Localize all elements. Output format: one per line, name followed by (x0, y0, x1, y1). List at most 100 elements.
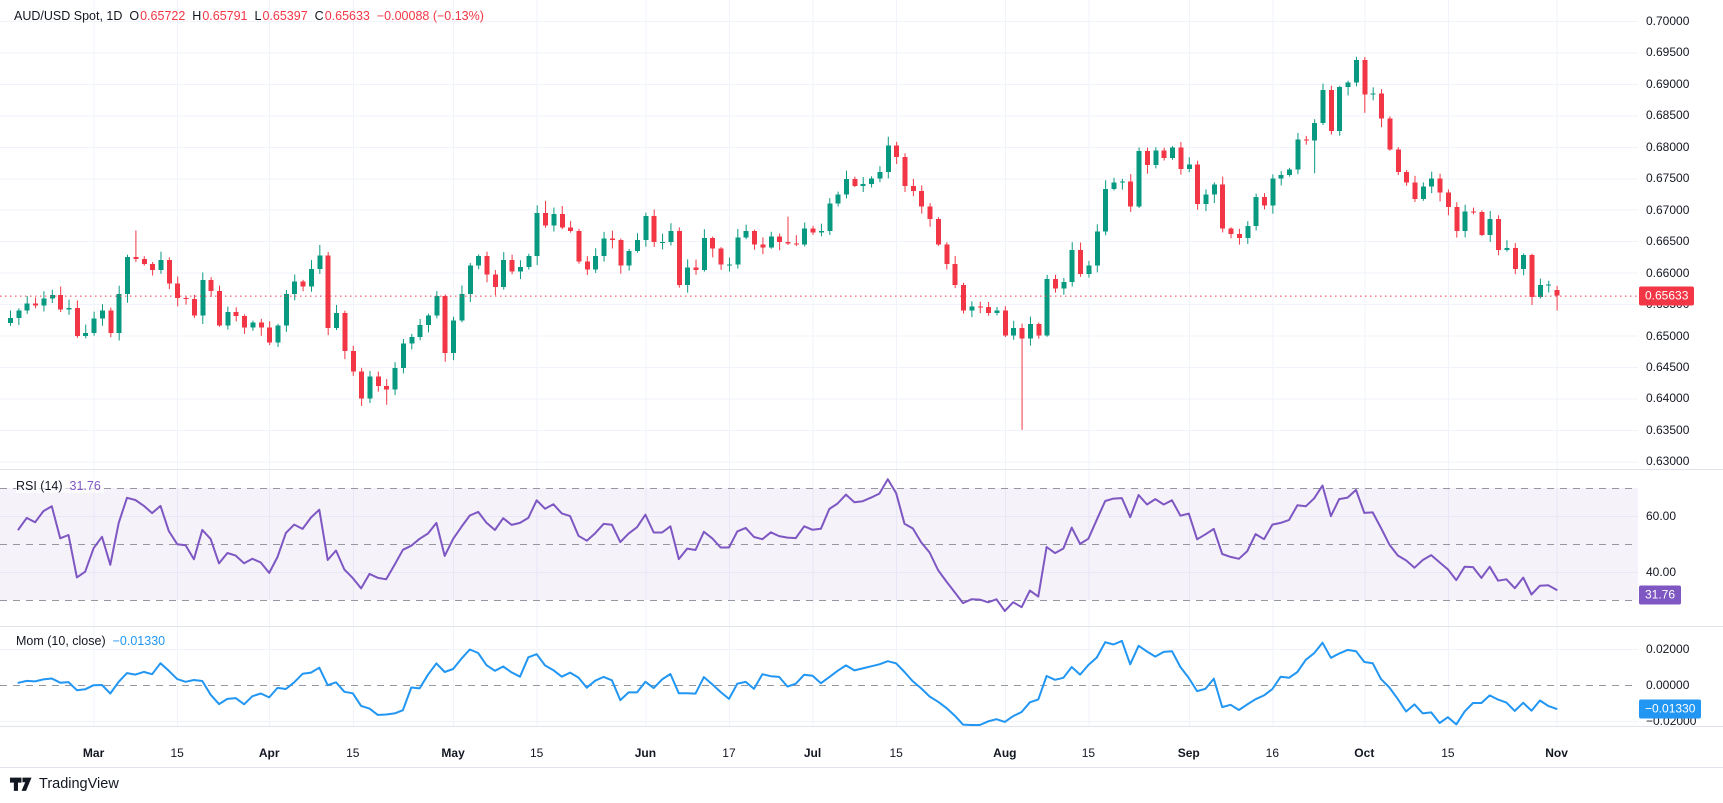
time-axis-label[interactable]: 15 (170, 746, 184, 760)
time-axis-label[interactable]: May (441, 746, 465, 760)
candle-body (83, 332, 89, 337)
candle-body (1027, 324, 1033, 339)
pane-separator[interactable] (0, 469, 1723, 470)
candle-body (150, 263, 156, 271)
candle-body (434, 295, 440, 316)
symbol-legend[interactable]: AUD/USD Spot, 1D O 0.65722 H 0.65791 L 0.65… (14, 9, 484, 23)
candle-body (200, 280, 206, 316)
candle-body (91, 318, 97, 333)
time-axis-label[interactable]: 15 (1441, 746, 1455, 760)
candle-body (534, 212, 540, 257)
candle-body (1153, 150, 1159, 166)
time-axis-label[interactable]: Jun (634, 746, 657, 760)
candle-body (492, 274, 498, 288)
candle-body (626, 251, 632, 266)
candle-body (526, 256, 532, 267)
momentum-axis-label: 0.00000 (1646, 678, 1690, 692)
time-axis-label[interactable]: Jul (803, 746, 822, 760)
candle-body (818, 231, 824, 233)
candle-body (660, 241, 666, 243)
candle-body (609, 238, 615, 240)
candle-body (1546, 284, 1552, 286)
momentum-axis-label: 0.02000 (1646, 642, 1690, 656)
candle-body (977, 306, 983, 308)
change-value: −0.00088 (−0.13%) (376, 9, 484, 23)
candle-body (919, 190, 925, 207)
candle-body (935, 219, 941, 245)
momentum-line (17, 639, 1558, 726)
price-axis-label: 0.63500 (1646, 422, 1690, 437)
candle-body (400, 343, 406, 369)
candle-body (317, 255, 323, 269)
momentum-pane[interactable] (0, 626, 1638, 726)
candle-body (869, 178, 875, 184)
candle-body (885, 145, 891, 172)
momentum-legend[interactable]: Mom (10, close) −0.01330 (16, 634, 165, 648)
candle-body (1044, 278, 1050, 336)
candle-body (342, 312, 348, 352)
candle-body (1119, 181, 1125, 183)
candle-body (810, 228, 816, 233)
candle-body (802, 228, 808, 245)
time-axis-label[interactable]: Sep (1177, 746, 1200, 760)
candle-body (1061, 282, 1067, 289)
price-axis-label: 0.66000 (1646, 265, 1690, 280)
price-axis-label: 0.67500 (1646, 171, 1690, 186)
candle-body (517, 266, 523, 272)
candle-body (325, 255, 331, 328)
price-axis-label: 0.67000 (1646, 202, 1690, 217)
time-axis-label[interactable]: 15 (346, 746, 360, 760)
tradingview-logo-text: TradingView (39, 776, 119, 792)
time-axis-label[interactable]: Apr (258, 746, 280, 760)
time-axis-label[interactable]: 17 (722, 746, 736, 760)
candle-body (509, 260, 515, 272)
candle-body (1094, 231, 1100, 266)
candle-body (1253, 197, 1259, 227)
time-axis-label[interactable]: 15 (889, 746, 903, 760)
candle-body (384, 385, 390, 390)
tradingview-logo-icon (10, 777, 32, 791)
candle-body (710, 238, 716, 249)
candle-body (827, 203, 833, 232)
price-pane[interactable] (0, 0, 1638, 469)
candle-body (543, 212, 549, 226)
candle-body (844, 178, 849, 195)
last-price-badge: 0.65633 (1639, 286, 1695, 306)
candle-body (1295, 139, 1301, 170)
rsi-legend[interactable]: RSI (14) 31.76 (16, 479, 104, 493)
candle-body (1078, 249, 1084, 274)
rsi-title: RSI (14) (16, 479, 63, 493)
candle-body (125, 256, 131, 294)
time-axis-label[interactable]: Mar (82, 746, 105, 760)
rsi-pane[interactable] (0, 469, 1638, 626)
candle-body (961, 285, 967, 311)
candle-body (1103, 188, 1109, 232)
time-axis[interactable] (0, 726, 1723, 767)
time-axis-label[interactable]: Nov (1545, 746, 1568, 760)
time-axis-label[interactable]: 15 (1081, 746, 1096, 760)
candle-body (1086, 265, 1092, 274)
tradingview-logo[interactable]: TradingView (10, 776, 119, 792)
candle-body (1420, 186, 1426, 200)
candle-body (1053, 278, 1058, 289)
candle-body (1195, 164, 1201, 205)
price-axis-label: 0.68000 (1646, 139, 1690, 154)
candle-body (1404, 171, 1410, 183)
pane-separator[interactable] (0, 626, 1723, 627)
candle-body (426, 315, 431, 325)
ohlc-close: C 0.65633 (314, 9, 370, 23)
candle-body (175, 283, 181, 298)
mom-value-badge: −0.01330 (1639, 699, 1702, 719)
time-axis-label[interactable]: Oct (1354, 746, 1375, 760)
candle-body (793, 243, 799, 245)
candle-body (1337, 87, 1343, 132)
candle-body (367, 376, 373, 399)
time-axis-label[interactable]: 16 (1265, 746, 1280, 760)
time-axis-label[interactable]: 15 (529, 746, 544, 760)
candle-body (242, 316, 248, 328)
time-axis-label[interactable]: Aug (993, 746, 1017, 760)
candle-body (359, 371, 365, 399)
candle-body (1487, 219, 1493, 235)
